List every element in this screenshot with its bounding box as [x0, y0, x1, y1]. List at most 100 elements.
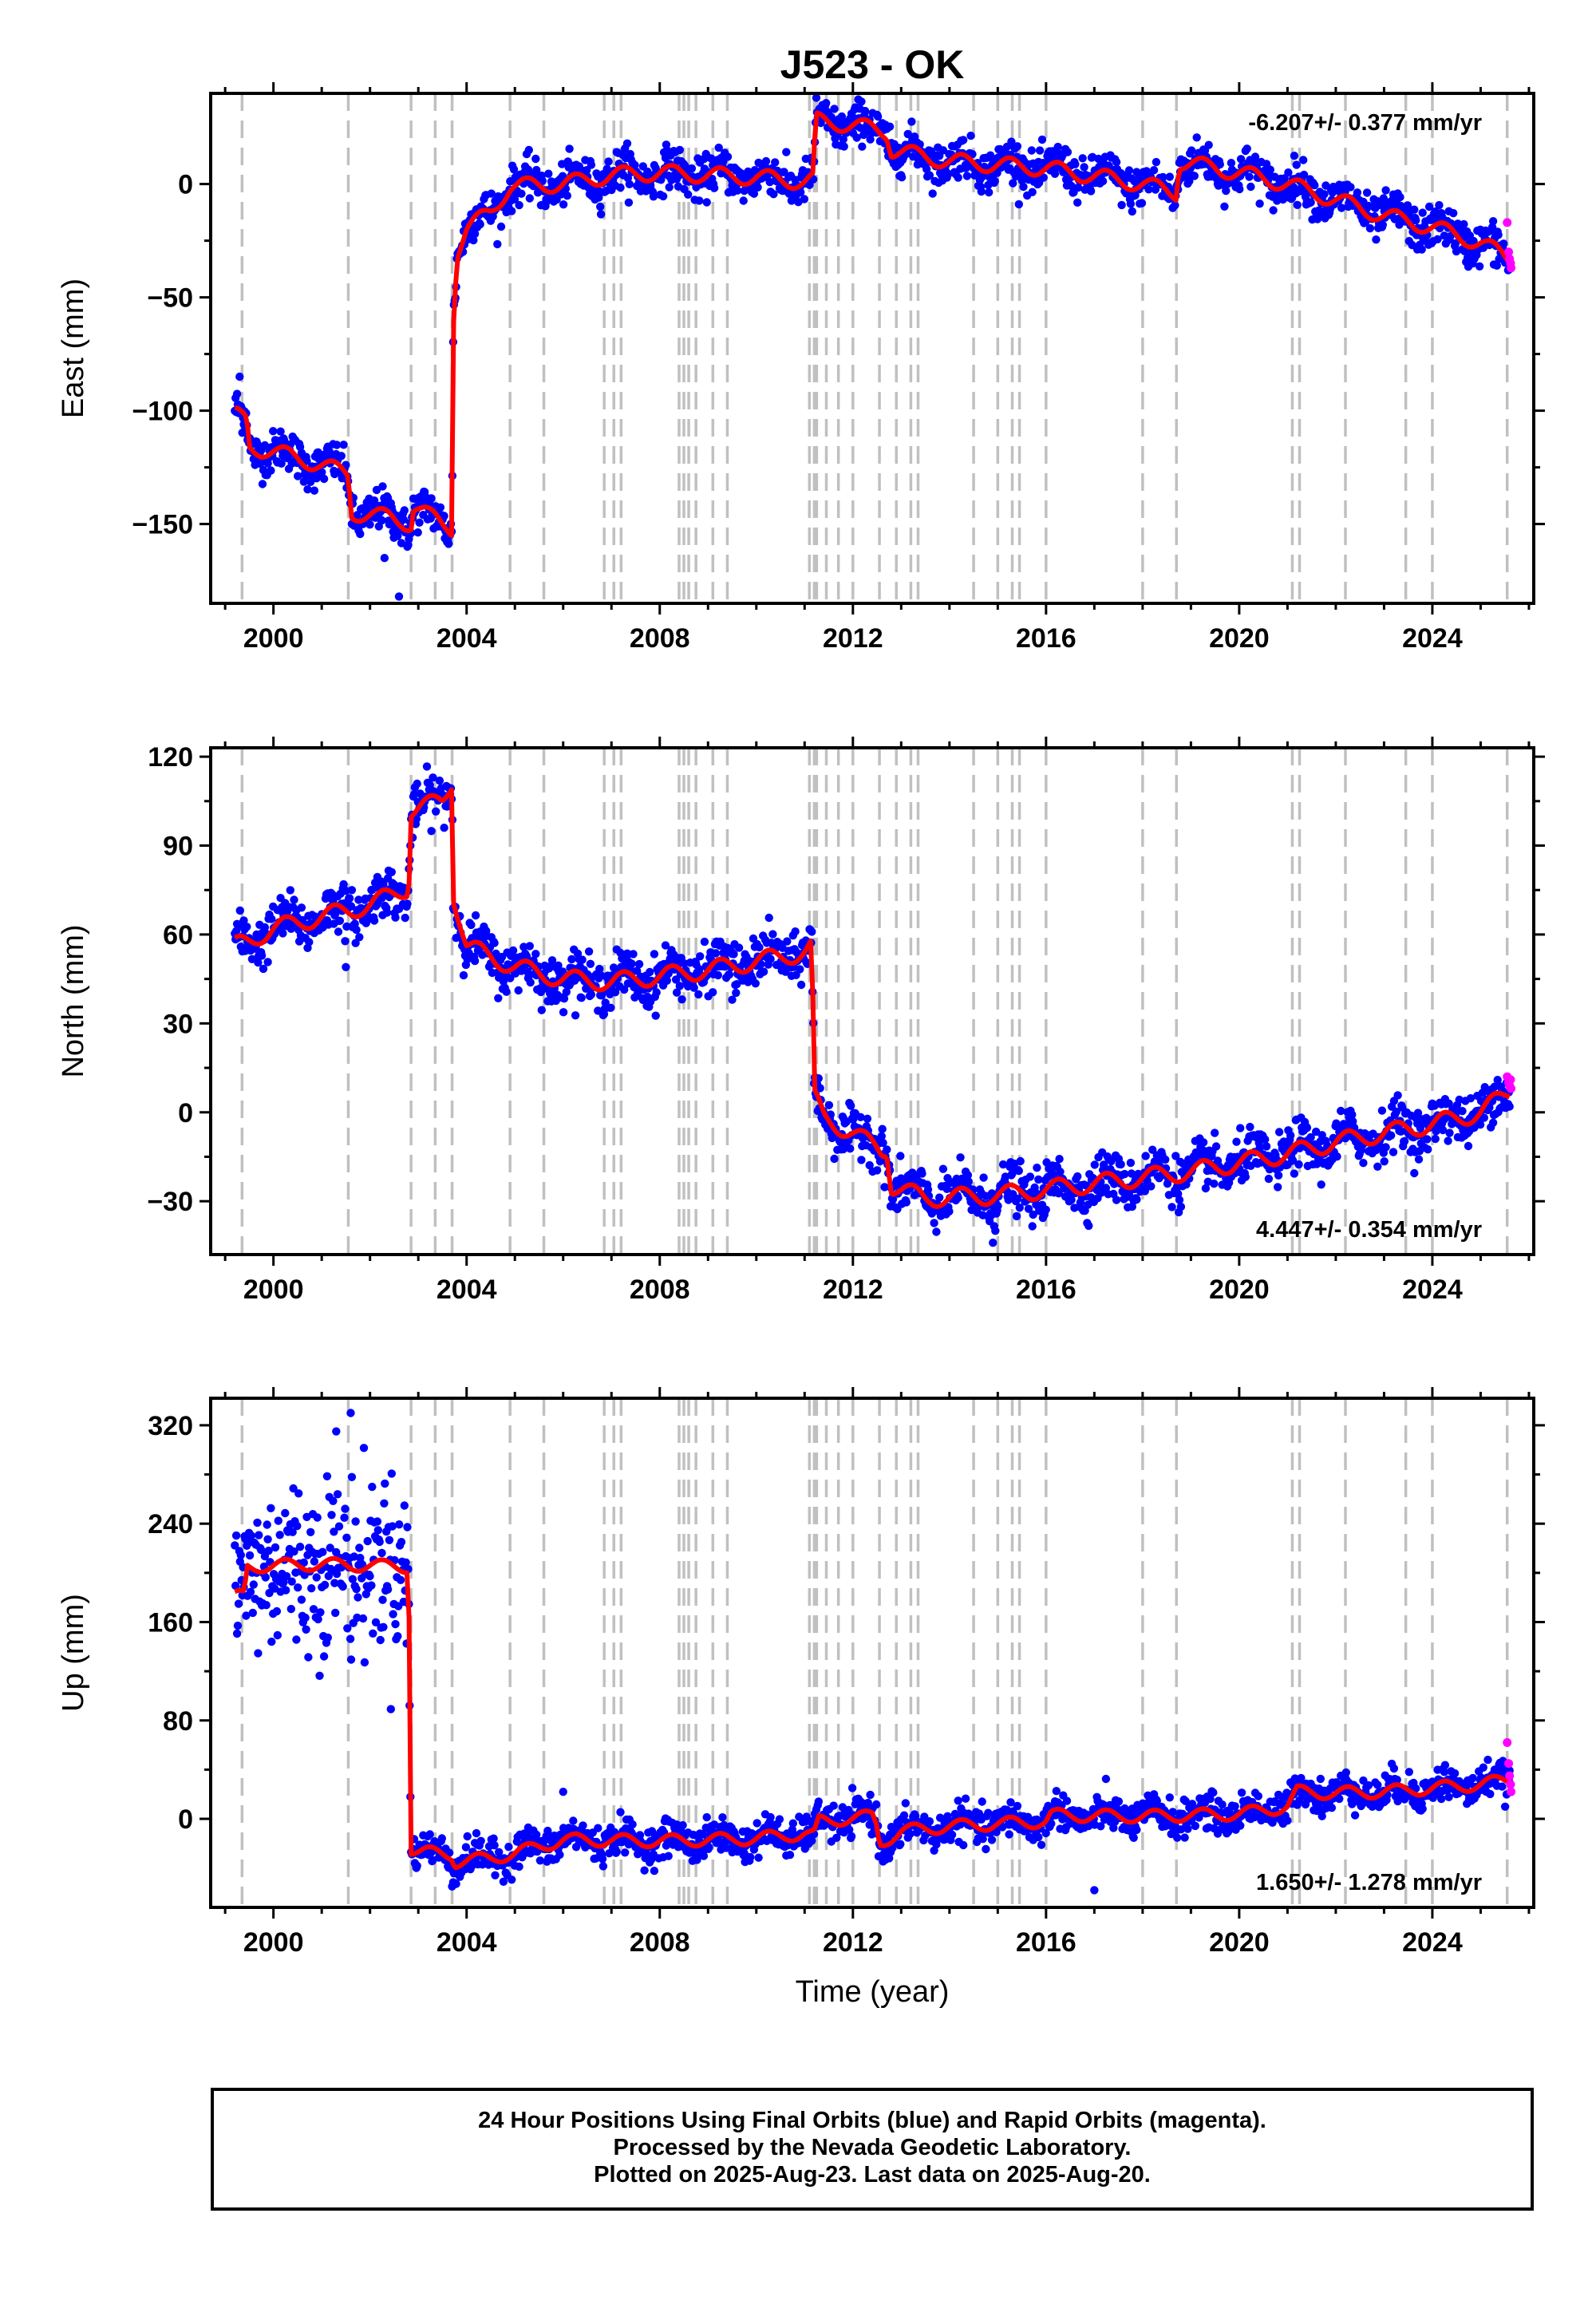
final-point	[282, 1586, 290, 1595]
final-point	[718, 1813, 727, 1822]
final-point	[872, 1166, 882, 1175]
final-point	[658, 192, 668, 201]
final-point	[1148, 1145, 1157, 1154]
final-point	[371, 1618, 381, 1627]
final-point	[463, 1832, 472, 1841]
final-point	[678, 1820, 687, 1830]
final-point	[1377, 1106, 1387, 1115]
final-point	[395, 1520, 404, 1529]
final-point	[598, 1862, 608, 1871]
final-point	[1005, 1830, 1013, 1839]
final-point	[391, 1619, 400, 1629]
final-point	[404, 540, 413, 550]
final-point	[863, 1812, 872, 1821]
final-point	[595, 964, 604, 974]
final-point	[1380, 1157, 1389, 1166]
final-point	[1101, 1184, 1111, 1192]
final-point	[319, 474, 329, 484]
final-point	[1073, 198, 1082, 207]
final-point	[290, 895, 298, 904]
final-point	[327, 1511, 336, 1520]
final-point	[380, 1499, 389, 1508]
final-point	[267, 466, 275, 475]
final-point	[313, 1513, 322, 1522]
final-point	[1201, 1184, 1211, 1193]
final-point	[1181, 1796, 1190, 1805]
final-point	[698, 1830, 708, 1839]
final-point	[1199, 1138, 1208, 1147]
final-point	[1242, 144, 1251, 153]
y-tick-label: 0	[178, 1098, 193, 1128]
final-point	[318, 468, 326, 476]
final-point	[264, 1546, 273, 1555]
final-point	[400, 506, 409, 515]
final-point	[245, 1551, 255, 1560]
final-point	[664, 1852, 673, 1860]
final-point	[598, 1855, 607, 1863]
final-point	[587, 160, 596, 169]
final-point	[312, 1573, 321, 1582]
x-tick-label: 2012	[823, 623, 883, 654]
y-tick-label: −100	[132, 397, 193, 427]
rate-label: -6.207+/- 0.377 mm/yr	[1248, 110, 1482, 136]
final-point	[978, 1797, 986, 1806]
final-point	[1013, 1801, 1022, 1811]
final-point	[1128, 207, 1137, 216]
final-point	[1033, 1164, 1041, 1172]
final-point	[490, 939, 499, 947]
final-point	[261, 1573, 270, 1582]
x-tick-label: 2020	[1209, 1275, 1270, 1305]
final-point	[873, 112, 883, 121]
final-point	[470, 229, 480, 239]
final-point	[842, 1117, 851, 1126]
x-tick-label: 2024	[1402, 1275, 1463, 1305]
final-point	[984, 1808, 993, 1817]
final-point	[562, 987, 571, 997]
final-point	[620, 985, 629, 994]
final-point	[381, 1479, 389, 1488]
final-point	[942, 1184, 951, 1194]
final-point	[459, 970, 468, 980]
final-point	[427, 494, 436, 503]
final-point	[1464, 1141, 1473, 1151]
final-point	[1029, 1210, 1037, 1219]
final-point	[694, 990, 703, 999]
plot-area-north	[231, 748, 1516, 1255]
final-point	[705, 1843, 713, 1852]
final-point	[606, 1003, 615, 1013]
final-point	[1220, 202, 1229, 211]
final-point	[1286, 1131, 1295, 1140]
final-point	[363, 1536, 372, 1546]
final-point	[347, 1472, 357, 1482]
final-point	[1290, 1169, 1299, 1178]
final-point	[273, 1630, 282, 1640]
final-point	[990, 176, 999, 186]
final-point	[1353, 188, 1362, 197]
final-point	[1141, 1152, 1150, 1160]
final-point	[879, 1138, 887, 1148]
final-point	[377, 1548, 386, 1558]
final-point	[1176, 1202, 1186, 1211]
final-point	[372, 485, 381, 495]
final-point	[699, 1852, 709, 1860]
final-point	[947, 1830, 957, 1840]
final-point	[262, 1601, 271, 1610]
final-point	[785, 1851, 795, 1860]
final-point	[1037, 135, 1047, 144]
final-point	[872, 1800, 881, 1809]
final-point	[749, 189, 759, 198]
final-point	[476, 1836, 485, 1845]
final-point	[1109, 1824, 1118, 1832]
final-point	[294, 1489, 303, 1498]
final-point	[1165, 172, 1175, 181]
final-point	[494, 994, 503, 1003]
x-tick-label: 2000	[243, 623, 304, 654]
final-point	[830, 1154, 839, 1164]
final-point	[650, 950, 659, 958]
final-point	[1152, 157, 1161, 167]
final-point	[476, 219, 484, 229]
final-point	[963, 1171, 973, 1180]
final-point	[1131, 191, 1140, 200]
final-point	[515, 200, 523, 210]
final-point	[816, 1084, 824, 1093]
